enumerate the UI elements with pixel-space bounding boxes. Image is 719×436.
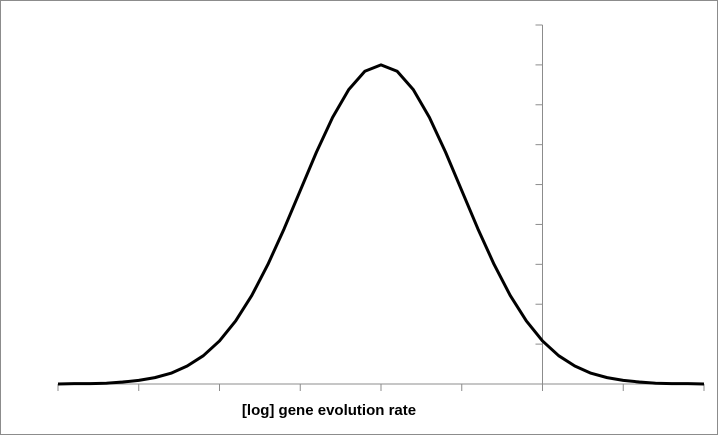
line-series xyxy=(57,63,705,386)
x-axis-label: [log] gene evolution rate xyxy=(242,402,416,419)
